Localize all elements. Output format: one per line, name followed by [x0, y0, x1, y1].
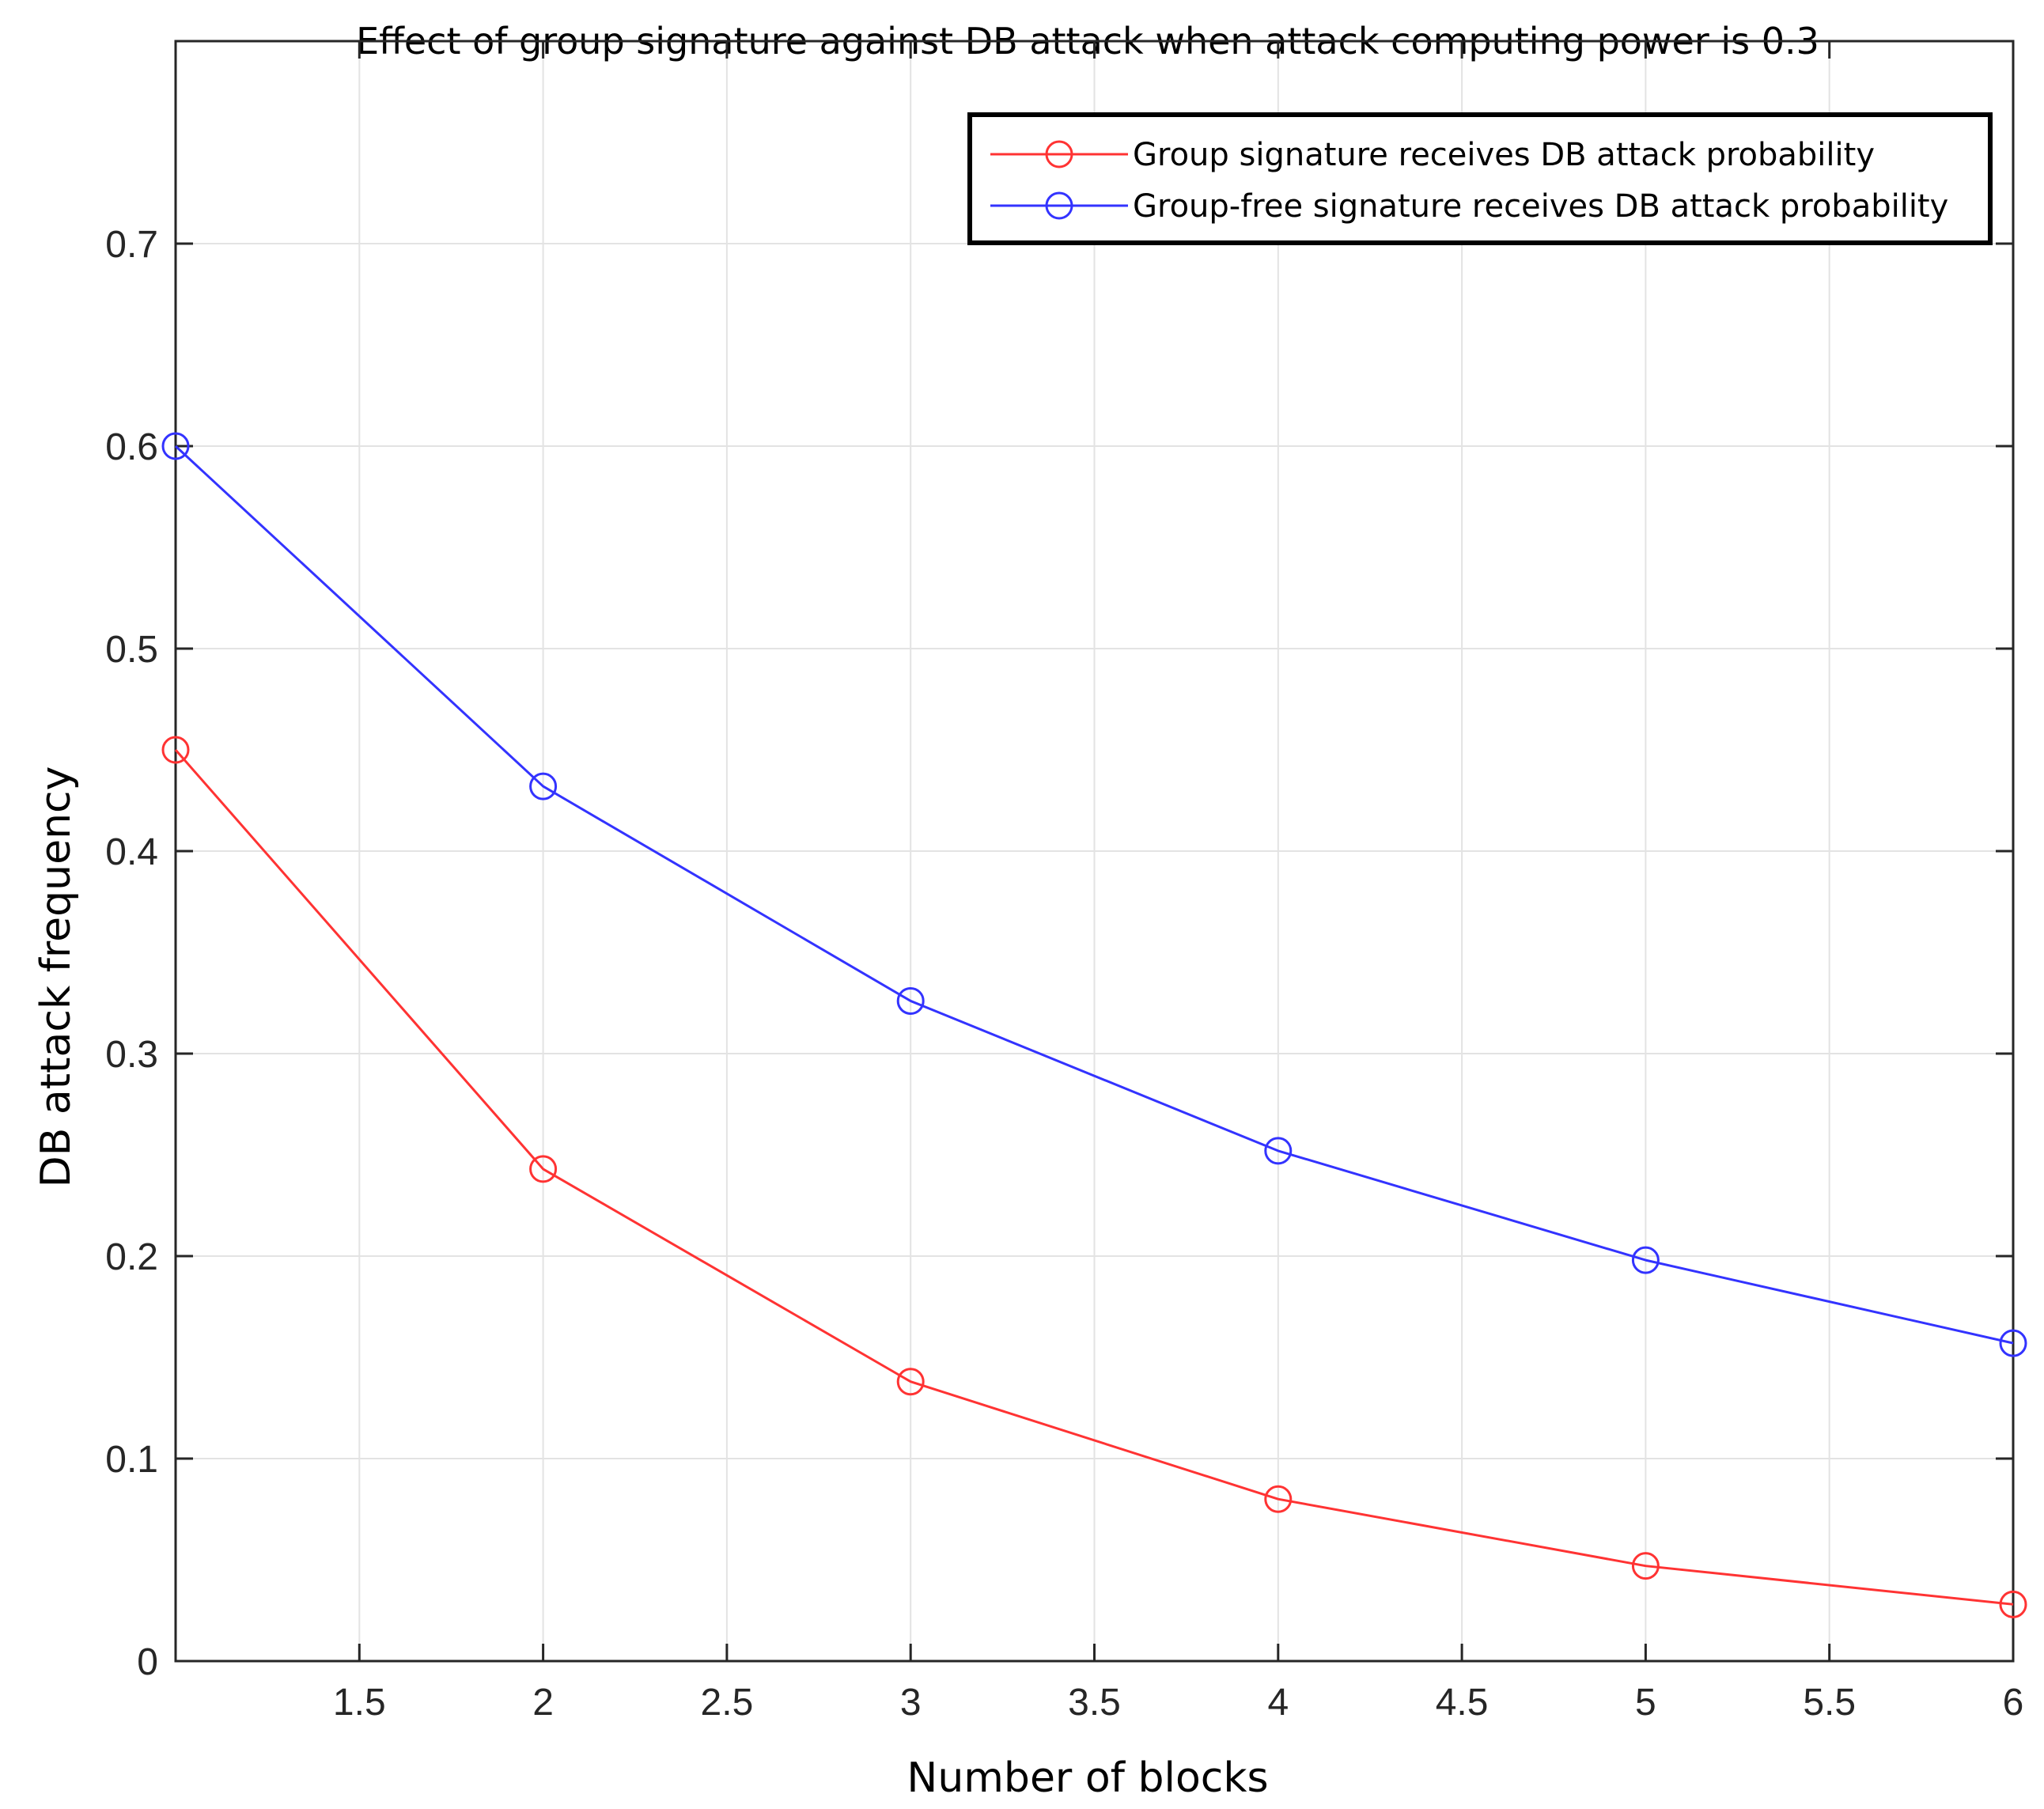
y-tick-label: 0: [137, 1641, 158, 1683]
y-tick-label: 0.4: [105, 831, 158, 873]
legend-entry: Group-free signature receives DB attack …: [990, 188, 1948, 225]
x-tick-label: 6: [2003, 1682, 2024, 1724]
data-point: [529, 1155, 558, 1183]
data-point: [896, 986, 925, 1015]
legend-swatch-marker: [1045, 191, 1073, 220]
x-tick-label: 4: [1267, 1682, 1289, 1724]
data-point: [1999, 1590, 2027, 1618]
x-tick-label: 2.5: [701, 1682, 754, 1724]
legend: Group signature receives DB attack proba…: [967, 112, 1993, 245]
series-layer: [161, 432, 2027, 1618]
legend-swatch-marker: [1045, 140, 1073, 168]
x-tick-label: 3: [900, 1682, 922, 1724]
axis-ticks: 1.5 2 2.5 3 3.5 4 4.5 5 5.5 6 0 0.1 0.2 0.3 0.4 0.5 0.6 0…: [105, 41, 2023, 1724]
data-point: [896, 1368, 925, 1396]
x-tick-label: 4.5: [1436, 1682, 1489, 1724]
y-tick-label: 0.1: [105, 1439, 158, 1481]
data-point: [1631, 1246, 1660, 1274]
y-tick-label: 0.5: [105, 629, 158, 671]
series-line: [174, 749, 2014, 1606]
x-tick-label: 5.5: [1803, 1682, 1856, 1724]
data-point: [1264, 1485, 1293, 1513]
x-tick-label: 1.5: [333, 1682, 386, 1724]
legend-entry: Group signature receives DB attack proba…: [990, 137, 1875, 173]
legend-label: Group-free signature receives DB attack …: [1133, 188, 1948, 225]
x-tick-label: 5: [1635, 1682, 1656, 1724]
y-tick-label: 0.3: [105, 1034, 158, 1076]
data-point: [161, 736, 190, 764]
y-tick-label: 0.2: [105, 1236, 158, 1278]
y-tick-label: 0.6: [105, 426, 158, 468]
data-point: [1631, 1552, 1660, 1580]
y-tick-label: 0.7: [105, 224, 158, 266]
legend-box: [967, 112, 1993, 245]
data-point: [1999, 1329, 2027, 1357]
series-line: [174, 445, 2014, 1345]
x-tick-label: 3.5: [1068, 1682, 1121, 1724]
x-axis-label: Number of blocks: [907, 1754, 1268, 1802]
legend-label: Group signature receives DB attack proba…: [1133, 137, 1875, 173]
data-point: [1264, 1137, 1293, 1165]
series-2: [161, 432, 2027, 1357]
series-1: [161, 736, 2027, 1618]
data-point: [529, 772, 558, 800]
data-point: [161, 432, 190, 460]
x-tick-label: 2: [532, 1682, 554, 1724]
y-axis-label: DB attack frequency: [32, 766, 80, 1188]
